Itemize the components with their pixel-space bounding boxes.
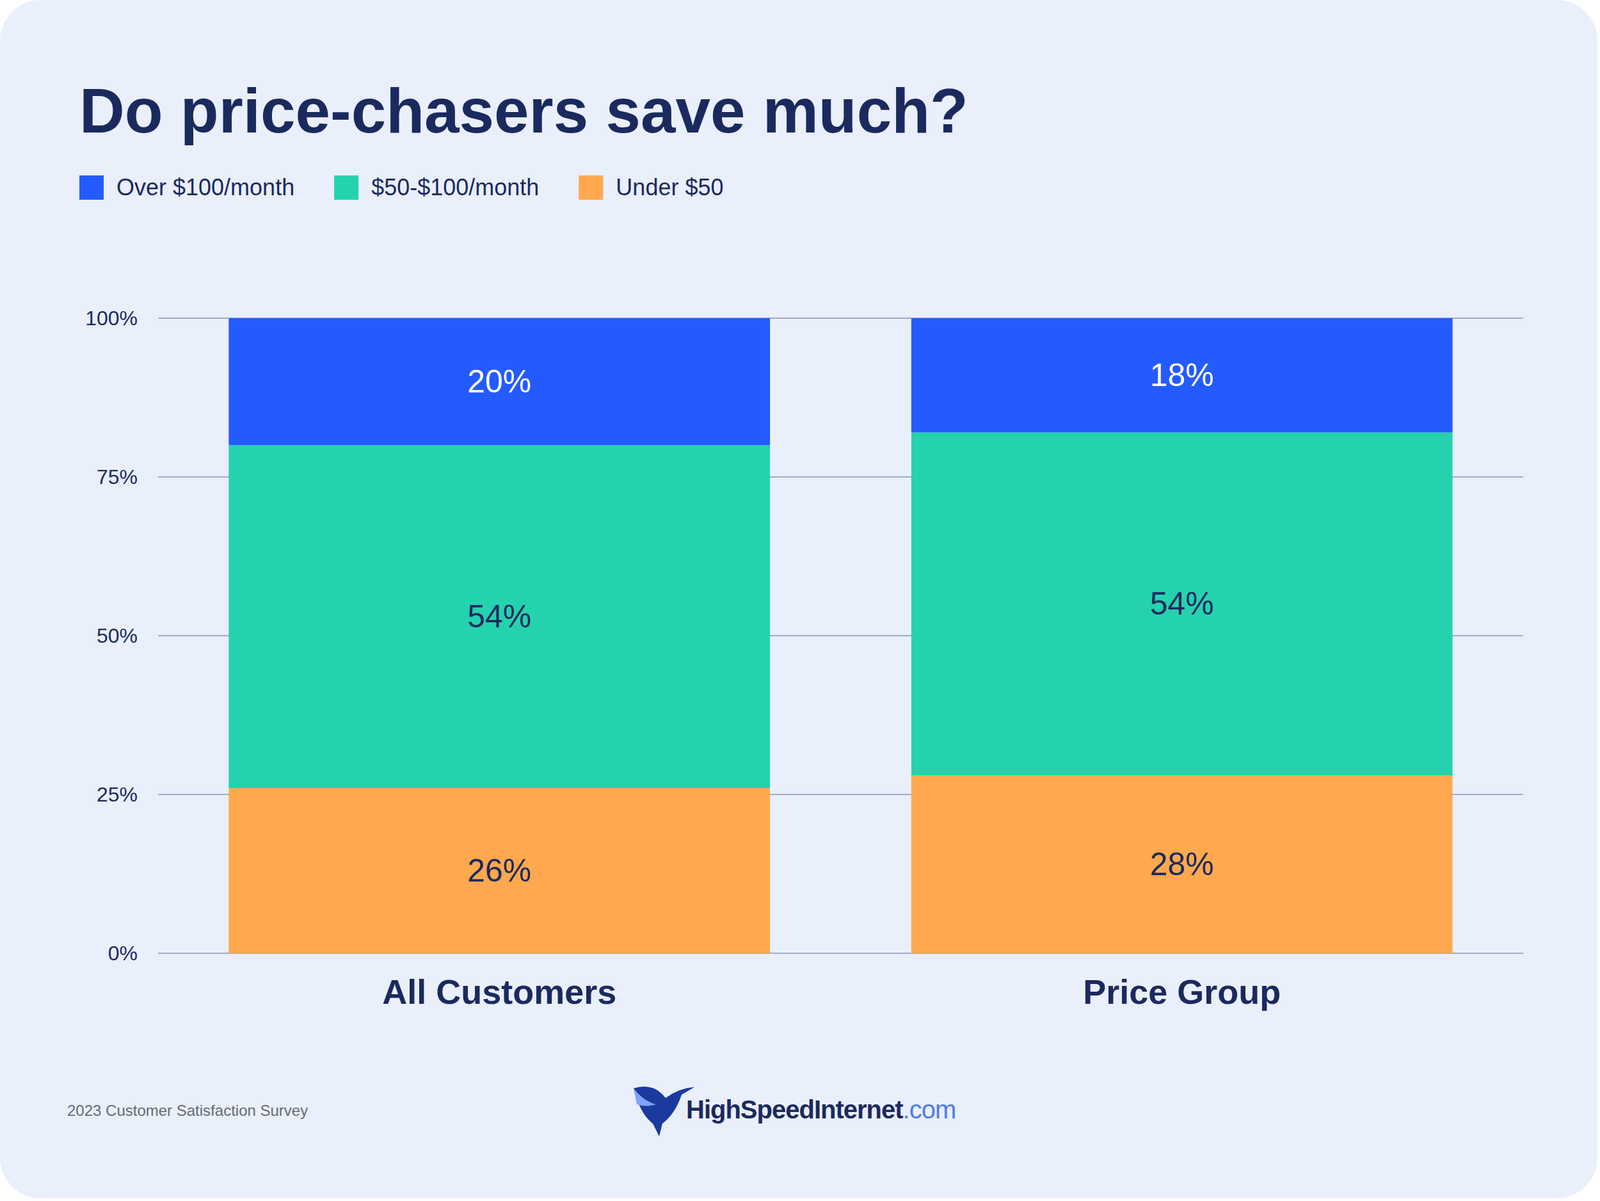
chart: Do price-chasers save much? Over $100/mon… (0, 0, 1600, 1201)
bar (911, 432, 1453, 776)
tick-label: 50% (96, 624, 138, 648)
data-label: 28% (1150, 846, 1215, 882)
legend-label: Under $50 (615, 174, 724, 201)
category-label: All Customers (382, 972, 617, 1011)
legend-label: $50-$100/month (371, 174, 539, 201)
tick-label: 25% (96, 782, 138, 806)
source: 2023 Customer Satisfaction Survey (67, 1101, 308, 1119)
data-label: 18% (1150, 357, 1215, 393)
bar (911, 318, 1453, 433)
logo: HighSpeedInternet.com (686, 1095, 956, 1124)
logo-icon (633, 1086, 695, 1136)
legend-swatch (79, 175, 104, 200)
logo-domain: .com (903, 1095, 957, 1124)
title: Do price-chasers save much? (79, 75, 969, 146)
bar (911, 775, 1453, 953)
data-label: 54% (1150, 585, 1215, 622)
category-label: Price Group (1082, 972, 1281, 1011)
bar (228, 787, 770, 953)
tick-label: 75% (96, 465, 138, 489)
bars (228, 318, 1453, 953)
tick-label: 100% (85, 306, 138, 330)
data-label: 26% (467, 852, 532, 889)
data-label: 54% (467, 598, 532, 635)
tick-label: 0% (108, 941, 138, 965)
logo-main: HighSpeedInternet (686, 1095, 904, 1124)
bar (228, 318, 770, 445)
legend-swatch (578, 175, 603, 200)
bar (228, 444, 770, 788)
data-label: 20% (467, 363, 532, 400)
legend-label: Over $100/month (116, 174, 295, 201)
card (0, 0, 1598, 1199)
legend-swatch (334, 175, 359, 200)
